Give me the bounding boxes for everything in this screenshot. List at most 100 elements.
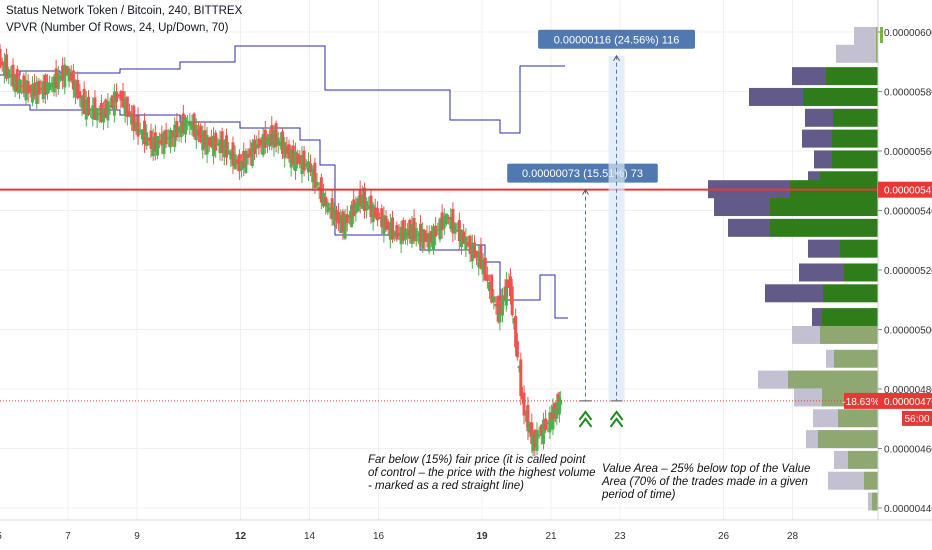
candle-body xyxy=(43,74,47,95)
candle-body xyxy=(242,151,246,169)
candle-body xyxy=(162,131,166,154)
candle-body xyxy=(283,142,287,159)
value-area-annotation: Value Area – 25% below top of the Value … xyxy=(602,463,811,501)
chevron-up-icon xyxy=(609,410,624,421)
candle-body xyxy=(39,88,43,90)
candle-body xyxy=(531,434,535,451)
candle-body xyxy=(229,151,233,160)
candle-body xyxy=(164,129,168,145)
candle-body xyxy=(263,129,267,148)
candle-body xyxy=(386,221,390,230)
candle-body xyxy=(196,129,200,136)
time-tick-label: 19 xyxy=(476,531,488,542)
volume-bar-up xyxy=(848,450,878,469)
candle-body xyxy=(188,120,192,127)
candle-body xyxy=(199,125,203,142)
time-tick-label: 23 xyxy=(614,531,626,542)
candle-body xyxy=(261,134,265,156)
candle-body xyxy=(352,199,356,217)
candle-body xyxy=(231,142,235,166)
candle-body xyxy=(388,222,392,240)
candle-body xyxy=(345,214,349,224)
candle-body xyxy=(298,155,302,165)
candle-body xyxy=(403,228,407,240)
candle-body xyxy=(244,150,248,173)
candle-body xyxy=(84,99,88,120)
candle-body xyxy=(130,113,134,125)
volume-bar-down xyxy=(792,325,820,344)
volume-bar-up xyxy=(833,108,878,127)
candle-body xyxy=(304,162,308,167)
measure-label-text: 0.00000073 (15.51%) 73 xyxy=(522,168,643,180)
candle-body xyxy=(13,75,17,93)
candle-body xyxy=(510,286,514,316)
candle-body xyxy=(7,69,11,79)
candle-body xyxy=(384,216,388,230)
candle-body xyxy=(367,205,371,209)
candle-body xyxy=(93,97,97,120)
volume-bar-up xyxy=(832,150,878,169)
volume-bar-down xyxy=(758,370,788,389)
candle-body xyxy=(330,198,334,220)
volume-bar-down xyxy=(812,308,822,327)
candle-body xyxy=(521,395,525,400)
volume-bar-down xyxy=(794,388,822,407)
candle-body xyxy=(80,95,84,109)
candle-body xyxy=(362,187,366,212)
candle-body xyxy=(559,400,563,405)
candle-body xyxy=(306,161,310,173)
candle-body xyxy=(41,81,45,100)
band-lower-line xyxy=(0,104,568,319)
candle-body xyxy=(190,122,194,130)
volume-bar-down xyxy=(814,150,832,169)
price-tick-label: 0.00000460 xyxy=(884,445,932,456)
candle-body xyxy=(121,91,125,108)
candle-body xyxy=(220,131,224,154)
volume-bar-up xyxy=(818,430,878,449)
volume-bar-down xyxy=(749,87,803,106)
candle-body xyxy=(257,138,261,148)
candle-body xyxy=(201,131,205,151)
candle-body xyxy=(455,230,459,232)
candle-body xyxy=(52,76,56,93)
candle-body xyxy=(477,251,481,268)
candle-body xyxy=(339,215,343,233)
candle-body xyxy=(527,422,531,433)
volume-bar-down xyxy=(805,108,833,127)
candle-body xyxy=(406,229,410,237)
candle-body xyxy=(227,150,231,155)
candle-body xyxy=(449,216,453,229)
price-tick-label: 0.00000440 xyxy=(884,504,932,515)
candle-body xyxy=(268,134,272,147)
candle-body xyxy=(89,109,93,111)
price-axis-background xyxy=(878,0,932,550)
candle-body xyxy=(358,189,362,207)
candle-body xyxy=(537,434,541,437)
candle-body xyxy=(143,120,147,145)
candle-body xyxy=(481,259,485,275)
measure-range-fill xyxy=(608,55,625,401)
candle-body xyxy=(5,54,9,79)
candle-body xyxy=(414,228,418,242)
candlesticks xyxy=(0,44,563,457)
symbol-title: Status Network Token / Bitcoin, 240, BIT… xyxy=(6,5,243,17)
candle-body xyxy=(175,121,179,138)
candle-body xyxy=(373,207,377,218)
candle-body xyxy=(95,107,99,121)
candle-body xyxy=(343,214,347,239)
volume-bar-down xyxy=(792,67,826,86)
candle-body xyxy=(207,137,211,146)
price-tick-label: 0.00000480 xyxy=(884,385,932,396)
candle-body xyxy=(427,232,431,252)
candle-body xyxy=(429,231,433,243)
candle-body xyxy=(470,242,474,262)
candle-body xyxy=(181,113,185,133)
chevron-up-icon xyxy=(609,417,624,428)
candle-body xyxy=(255,144,259,149)
candle-body xyxy=(78,91,82,99)
candle-body xyxy=(270,125,274,146)
candle-body xyxy=(466,242,470,246)
candle-body xyxy=(519,359,523,397)
countdown-label: 56:00 xyxy=(904,414,929,425)
